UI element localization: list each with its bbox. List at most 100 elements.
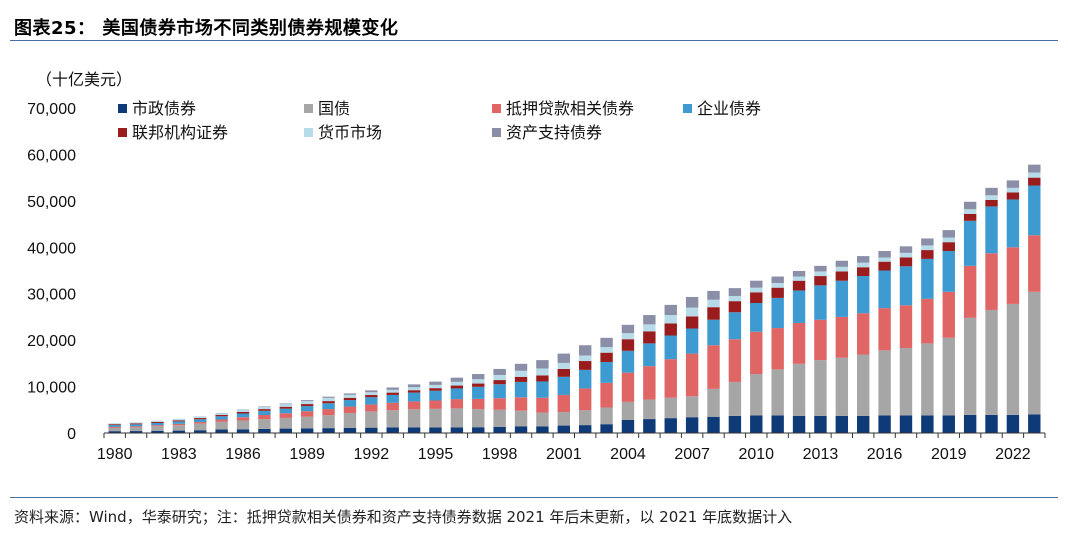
x-tick-label: 2016	[867, 446, 903, 463]
bar-segment-corporate-2002	[578, 369, 592, 389]
bar-segment-mortgage-2008	[707, 345, 720, 389]
bar-segment-asset_backed-2007	[685, 296, 699, 308]
bar-segment-federal_agency-1987	[258, 409, 271, 411]
bar-segment-municipal-2000	[536, 426, 549, 433]
bar-segment-corporate-2000	[536, 381, 549, 398]
bar-segment-treasury-2012	[792, 363, 806, 416]
bar-segment-mortgage-2004	[621, 372, 635, 402]
y-tick-label: 40,000	[27, 240, 76, 257]
bar-segment-federal_agency-2010	[750, 292, 763, 303]
x-tick-label: 1986	[225, 446, 261, 463]
y-tick-label: 30,000	[27, 287, 76, 304]
bar-segment-federal_agency-1999	[514, 376, 528, 382]
bar-segment-treasury-1994	[407, 409, 421, 428]
x-tick-label: 1980	[97, 446, 133, 463]
bar-segment-asset_backed-2017	[899, 246, 913, 253]
bar-segment-municipal-1981	[129, 431, 143, 433]
bar-segment-money_market-2013	[814, 271, 827, 277]
bar-segment-corporate-2003	[600, 361, 613, 383]
bar-segment-treasury-1987	[258, 419, 271, 429]
bar-segment-corporate-1992	[365, 397, 378, 405]
bar-segment-asset_backed-2003	[600, 337, 613, 348]
bar-segment-money_market-1992	[365, 392, 378, 396]
bar-segment-mortgage-2022	[1006, 247, 1020, 304]
bar-segment-money_market-2002	[578, 355, 592, 362]
bar-segment-corporate-1986	[236, 413, 250, 418]
bar-segment-corporate-2008	[707, 319, 720, 346]
bar-segment-mortgage-1989	[300, 411, 314, 417]
bar-segment-municipal-2010	[750, 415, 763, 433]
bar-segment-federal_agency-2005	[643, 331, 656, 344]
bar-segment-mortgage-2017	[899, 305, 913, 349]
bar-segment-corporate-1983	[172, 421, 186, 424]
bar-segment-treasury-1997	[472, 409, 485, 428]
bar-segment-municipal-2013	[814, 415, 827, 433]
bar-segment-corporate-1984	[194, 419, 207, 423]
bar-segment-treasury-2000	[536, 412, 549, 427]
bar-segment-money_market-1980	[108, 423, 121, 425]
bar-segment-treasury-2019	[942, 337, 955, 416]
bar-segment-treasury-2013	[814, 360, 827, 416]
bar-segment-mortgage-2020	[963, 265, 977, 318]
legend-label-money_market: 货币市场	[318, 123, 382, 142]
bar-segment-federal_agency-1998	[493, 380, 506, 385]
bar-segment-money_market-2018	[921, 245, 934, 251]
bar-segment-mortgage-2018	[921, 298, 934, 344]
bar-segment-corporate-2020	[963, 220, 977, 266]
bar-segment-mortgage-1984	[194, 422, 207, 424]
bar-segment-treasury-1991	[343, 413, 357, 428]
bar-segment-asset_backed-2002	[578, 345, 592, 356]
bar-segment-municipal-2019	[942, 415, 955, 433]
y-tick-label: 10,000	[27, 380, 76, 397]
bar-segment-money_market-2010	[750, 287, 763, 293]
bar-segment-treasury-1986	[236, 420, 250, 430]
bar-segment-corporate-2004	[621, 350, 635, 373]
bar-segment-money_market-1990	[322, 397, 335, 402]
bar-segment-money_market-2005	[643, 324, 656, 332]
legend-swatch-corporate	[683, 104, 692, 113]
x-tick-label: 1995	[418, 446, 454, 463]
bar-segment-municipal-2003	[600, 424, 613, 433]
x-tick-label: 2019	[931, 446, 967, 463]
legend-label-federal_agency: 联邦机构证券	[132, 123, 228, 142]
bar-segment-asset_backed-2023	[1028, 164, 1041, 173]
bar-segment-mortgage-1981	[129, 426, 143, 428]
bar-segment-federal_agency-2000	[536, 375, 549, 382]
bar-segment-municipal-2004	[621, 420, 635, 433]
bar-segment-money_market-2009	[728, 296, 742, 302]
bar-segment-corporate-2016	[878, 270, 891, 309]
bar-segment-money_market-1981	[129, 422, 143, 424]
bar-segment-corporate-1981	[129, 424, 143, 427]
bar-segment-treasury-1983	[172, 425, 186, 431]
bar-segment-corporate-2014	[835, 280, 849, 317]
bar-segment-treasury-1985	[215, 421, 228, 430]
bar-segment-asset_backed-2012	[792, 270, 806, 277]
y-axis-unit: （十亿美元）	[36, 70, 133, 89]
bar-segment-mortgage-2002	[578, 388, 592, 411]
y-tick-label: 50,000	[27, 194, 76, 211]
bar-segment-money_market-2011	[771, 283, 784, 288]
bar-segment-municipal-2005	[643, 419, 656, 433]
bar-segment-treasury-2014	[835, 357, 849, 416]
figure-title: 图表25： 美国债券市场不同类别债券规模变化	[14, 18, 399, 39]
bar-segment-asset_backed-2018	[921, 238, 934, 246]
bar-segment-mortgage-1985	[215, 419, 228, 422]
bar-segment-mortgage-1994	[407, 401, 421, 410]
bar-segment-corporate-2010	[750, 303, 763, 332]
bar-segment-corporate-1991	[343, 400, 357, 407]
bar-segment-money_market-1996	[450, 381, 464, 386]
bar-segment-mortgage-2007	[685, 353, 699, 397]
y-tick-label: 60,000	[27, 147, 76, 164]
bar-segment-treasury-1996	[450, 408, 464, 428]
y-axis: 0 10,000 20,000 30,000 40,000 50,000 60,000 70,…	[27, 101, 76, 443]
bar-segment-federal_agency-1995	[429, 388, 442, 391]
bar-segment-treasury-2015	[857, 354, 870, 416]
bar-segment-asset_backed-2011	[771, 276, 784, 284]
bar-segment-municipal-2020	[963, 414, 977, 433]
bar-segment-municipal-1993	[386, 427, 399, 433]
bar-segment-mortgage-2000	[536, 397, 549, 413]
bar-segment-mortgage-1998	[493, 398, 506, 410]
bar-segment-mortgage-2023	[1028, 235, 1041, 292]
bar-segment-federal_agency-1982	[151, 421, 164, 423]
